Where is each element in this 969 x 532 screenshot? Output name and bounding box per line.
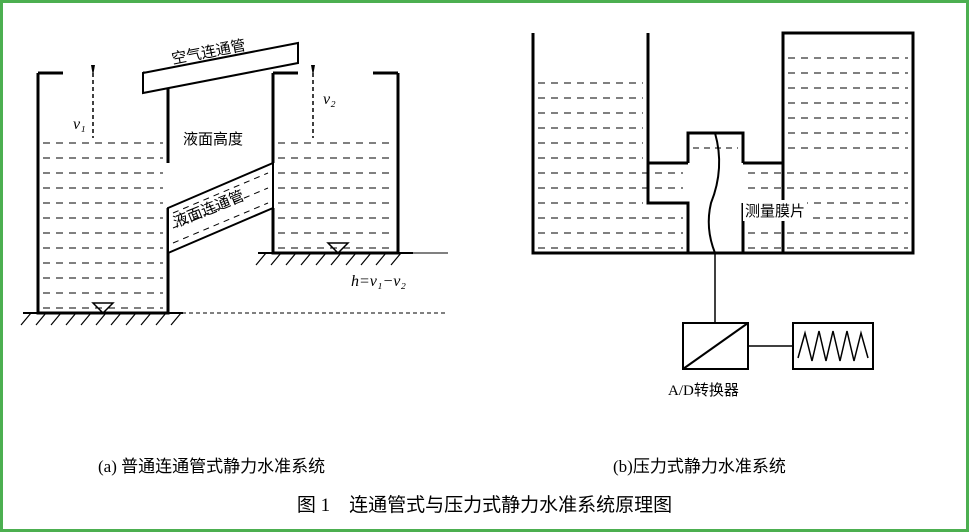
membrane-label: 测量膜片 xyxy=(743,200,807,221)
caption-a: (a) 普通连通管式静力水准系统 xyxy=(98,452,325,477)
ad-label: A/D转换器 xyxy=(668,379,739,400)
diagram-svg xyxy=(3,3,966,529)
diagram-container: v₁ v₂ 空气连通管 液面高度 液面连通管 h=v₁−v₂ 测量膜片 A/D转… xyxy=(3,3,966,529)
v2-label: v₂ xyxy=(323,91,336,109)
h-eq-label: h=v₁−v₂ xyxy=(351,273,406,291)
liquid-level-label: 液面高度 xyxy=(183,128,243,149)
main-caption: 图 1 连通管式与压力式静力水准系统原理图 xyxy=(3,490,966,517)
right-diagram xyxy=(533,33,913,369)
caption-b: (b)压力式静力水准系统 xyxy=(613,452,786,477)
v1-label: v₁ xyxy=(73,116,86,134)
